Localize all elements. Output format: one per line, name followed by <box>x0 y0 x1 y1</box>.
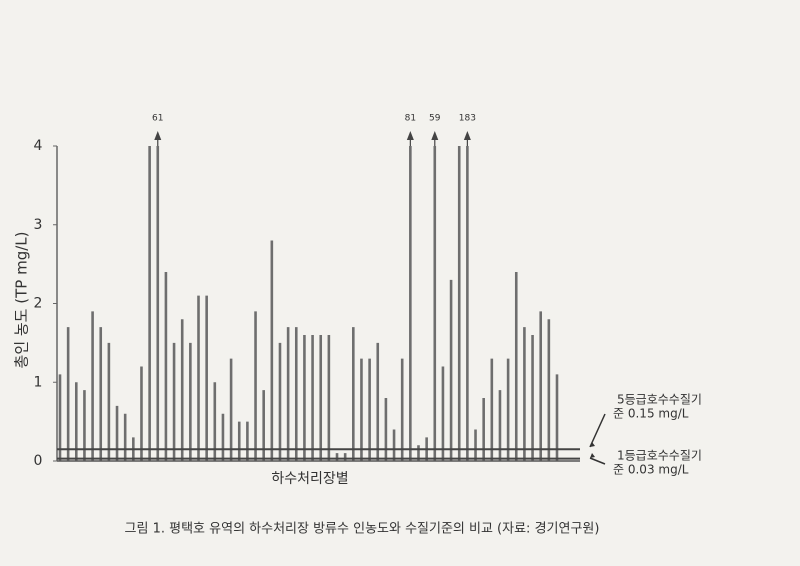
value-label: 81 <box>405 114 416 124</box>
reference-label: 1등급호수수질기 <box>617 449 702 463</box>
y-tick-label: 3 <box>34 217 43 233</box>
overflow-arrow <box>431 131 439 140</box>
reference-label: 준 0.15 mg/L <box>613 407 689 421</box>
x-axis-label: 하수처리장별 <box>271 471 348 487</box>
reference-label: 5등급호수수질기 <box>617 393 702 407</box>
reference-label: 준 0.03 mg/L <box>613 463 689 477</box>
overflow-arrow <box>463 131 471 140</box>
value-label: 183 <box>459 114 476 124</box>
overflow-arrow <box>154 131 162 140</box>
caption: 그림 1. 평택호 유역의 하수처리장 방류수 인농도와 수질기준의 비교 (자… <box>125 522 600 537</box>
reference-arrow <box>589 457 606 465</box>
overflow-arrow <box>406 131 414 140</box>
y-tick-label: 4 <box>34 138 43 154</box>
y-tick-label: 1 <box>34 374 43 390</box>
reference-arrow-head <box>590 453 595 458</box>
reference-arrow-head <box>590 442 595 447</box>
value-label: 59 <box>429 114 441 124</box>
y-tick-label: 2 <box>34 296 43 312</box>
reference-arrow <box>589 413 606 448</box>
value-label: 61 <box>152 114 163 124</box>
y-axis-label: 총인 농도 (TP mg/L) <box>13 232 31 369</box>
y-tick-label: 0 <box>34 453 43 469</box>
